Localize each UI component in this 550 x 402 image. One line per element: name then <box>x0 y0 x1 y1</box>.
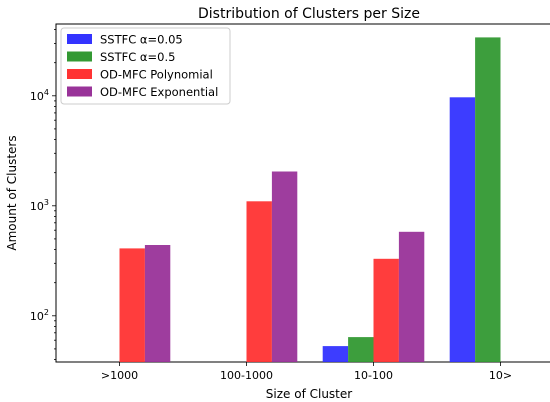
y-tick-label: 104 <box>30 88 49 103</box>
y-tick-label: 103 <box>30 198 49 213</box>
legend-label: SSTFC α=0.05 <box>100 33 183 47</box>
legend: SSTFC α=0.05 SSTFC α=0.5 OD-MFC Polynomial… <box>60 27 231 105</box>
plot-area <box>55 23 550 363</box>
chart-title: Distribution of Clusters per Size <box>198 6 420 22</box>
bar <box>373 258 399 362</box>
bar <box>449 97 476 363</box>
x-tick-label: >1000 <box>101 369 138 382</box>
bar <box>475 37 501 363</box>
x-axis-ticks: >1000 100-1000 10-100 10> <box>101 362 512 382</box>
legend-label: SSTFC α=0.5 <box>100 50 175 64</box>
x-tick-label: 10-100 <box>354 369 393 382</box>
legend-swatch <box>67 86 92 97</box>
bar <box>144 245 171 362</box>
bar <box>246 201 272 362</box>
bar <box>348 337 374 362</box>
bar <box>271 171 298 362</box>
legend-swatch <box>67 69 92 79</box>
x-tick-label: 10> <box>489 369 512 382</box>
x-axis-label: Size of Cluster <box>266 387 352 401</box>
bar <box>119 248 145 362</box>
x-tick-label: 100-1000 <box>220 369 273 382</box>
y-tick-label: 102 <box>30 308 49 323</box>
y-axis-ticks: 102 103 104 <box>30 29 56 361</box>
bars <box>119 37 501 363</box>
bar <box>398 231 425 362</box>
legend-swatch <box>67 51 92 62</box>
bar <box>322 346 349 362</box>
legend-box <box>60 27 231 105</box>
legend-label: OD-MFC Polynomial <box>100 68 213 82</box>
y-axis-label: Amount of Clusters <box>5 135 19 250</box>
legend-label: OD-MFC Exponential <box>100 85 218 99</box>
legend-swatch <box>67 34 92 44</box>
